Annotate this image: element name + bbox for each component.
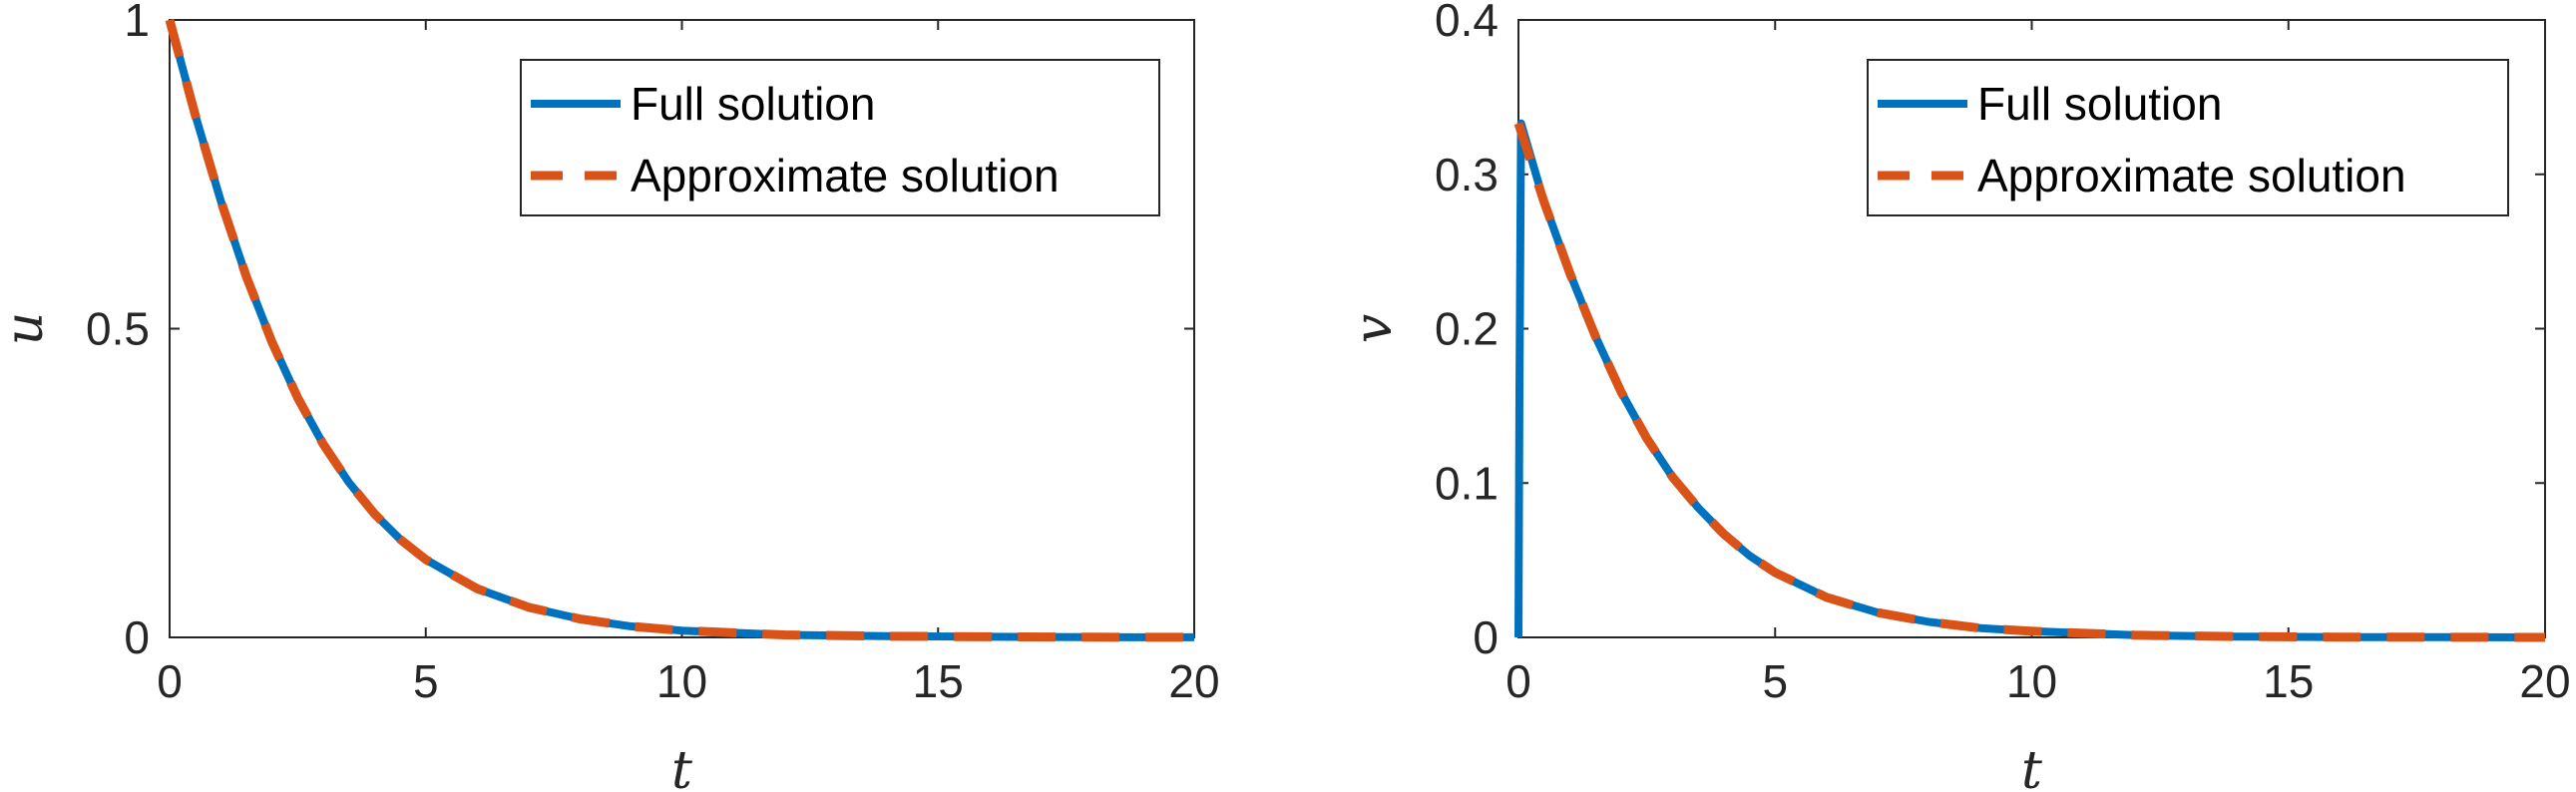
x-tick-label: 5 [413,655,439,707]
chart-u: 0 5 10 15 20 0 0.5 1 t u Full solution Approximate … [0,0,1220,792]
chart-v: 0 5 10 15 20 0 0.1 0.2 0.3 0.4 t v Full solution Appr… [1344,0,2571,792]
x-tick-label: 15 [913,655,964,707]
x-tick-label: 10 [656,655,707,707]
y-tick-label: 0.2 [1435,303,1499,355]
y-tick-label: 0 [1473,611,1499,663]
legend-entry-label: Approximate solution [1977,150,2406,201]
x-axis-label: t [671,741,692,792]
legend-entry-label: Approximate solution [631,150,1060,201]
x-tick-label: 10 [2006,655,2057,707]
y-tick-label: 0.5 [86,303,150,355]
series-line-approximate [1513,122,2546,642]
x-axis-label: t [2021,741,2042,792]
x-tick-label: 5 [1762,655,1788,707]
x-tick-label: 0 [157,655,183,707]
series-line-approximate [165,18,1195,642]
y-axis-label: u [0,312,55,346]
y-tick-label: 0.4 [1435,0,1499,46]
x-tick-label: 0 [1505,655,1531,707]
x-tick-label: 15 [2263,655,2314,707]
y-axis-label: v [1344,314,1404,343]
legend-entry-label: Full solution [631,78,875,130]
y-tick-label: 0 [124,611,150,663]
legend-box [520,59,1160,216]
x-tick-label: 20 [1168,655,1219,707]
legend-entry-label: Full solution [1977,78,2222,130]
y-tick-label: 0.1 [1435,457,1499,509]
y-tick-label: 1 [124,0,150,46]
x-tick-label: 20 [2519,655,2570,707]
legend-box [1867,59,2509,216]
y-tick-label: 0.3 [1435,149,1499,200]
